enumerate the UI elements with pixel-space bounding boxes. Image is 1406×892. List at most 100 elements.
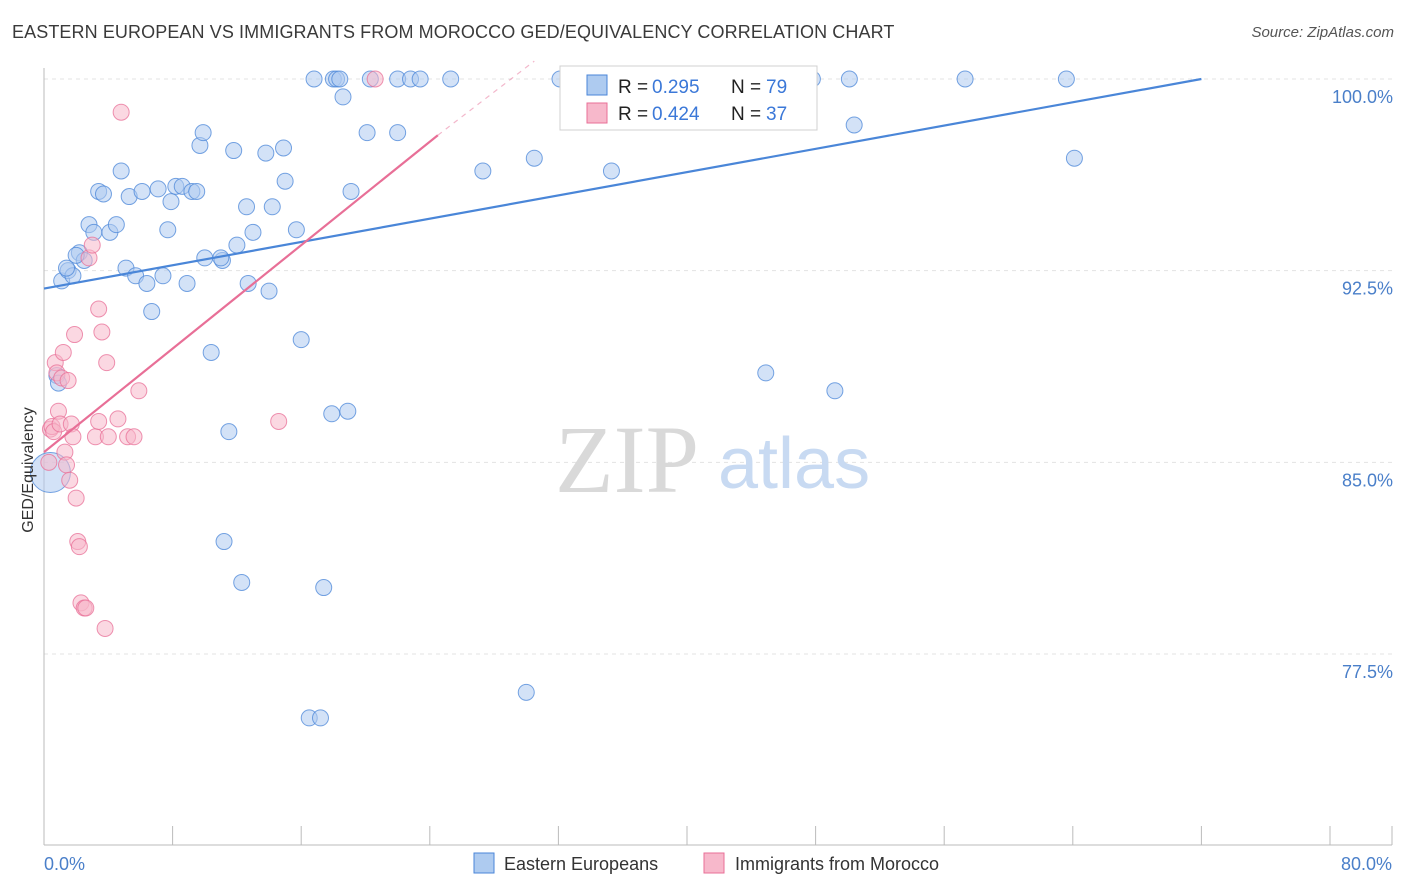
point-0-67	[358, 124, 376, 142]
point-1-24	[77, 599, 95, 617]
point-0-52	[233, 573, 251, 591]
stats-swatch-blue	[586, 74, 608, 96]
point-0-30	[112, 162, 130, 180]
trend-line-0	[43, 77, 1202, 290]
point-0-14	[956, 70, 974, 88]
legend-label-eastern-europeans[interactable]: Eastern Europeans	[504, 854, 658, 874]
chart-title: EASTERN EUROPEAN VS IMMIGRANTS FROM MORO…	[12, 22, 895, 42]
point-0-69	[474, 162, 492, 180]
legend: Eastern Europeans Immigrants from Morocc…	[473, 852, 939, 874]
point-0-34	[133, 182, 151, 200]
point-0-78	[58, 259, 76, 277]
point-1-26	[83, 236, 101, 254]
stats-swatch-pink	[586, 102, 608, 124]
stats-box: R = 0.295 N = 79 R = 0.424 N = 37	[559, 65, 818, 131]
point-0-75	[845, 116, 863, 134]
point-1-28	[90, 412, 108, 430]
y-tick-label-3: 77.5%	[1342, 662, 1393, 682]
point-0-71	[525, 149, 543, 167]
point-0-15	[1057, 70, 1075, 88]
point-1-38	[90, 300, 108, 318]
point-1-2	[40, 453, 58, 471]
source-label: Source: ZipAtlas.com	[1251, 24, 1394, 41]
stats-r-value-2: 0.424	[652, 104, 700, 125]
point-0-3	[331, 70, 349, 88]
point-1-1	[112, 103, 130, 121]
point-1-11	[54, 343, 72, 361]
x-tick-label-0: 0.0%	[44, 854, 85, 874]
watermark: ZIP atlas	[555, 406, 870, 513]
y-tick-label-1: 92.5%	[1342, 279, 1393, 299]
point-0-7	[411, 70, 429, 88]
legend-swatch-eastern-europeans[interactable]	[473, 852, 495, 874]
stats-r-value-1: 0.295	[652, 77, 700, 98]
point-0-76	[1065, 149, 1083, 167]
point-1-15	[61, 471, 79, 489]
point-0-58	[287, 221, 305, 239]
point-0-74	[826, 382, 844, 400]
stats-n-label-1: N =	[731, 77, 761, 98]
point-0-37	[149, 180, 167, 198]
point-0-45	[188, 182, 206, 200]
series-eastern-europeans	[29, 70, 1083, 727]
point-1-21	[70, 538, 88, 556]
stats-n-value-2: 37	[766, 104, 787, 125]
point-0-55	[257, 144, 275, 162]
point-0-68	[389, 124, 407, 142]
point-1-32	[99, 428, 117, 446]
point-0-59	[292, 331, 310, 349]
x-tick-label-1: 80.0%	[1341, 854, 1392, 874]
point-0-61	[311, 709, 329, 727]
gridlines	[44, 78, 1392, 655]
point-1-37	[270, 412, 288, 430]
point-1-13	[58, 456, 76, 474]
point-0-73	[757, 364, 775, 382]
point-0-51	[225, 142, 243, 160]
point-0-57	[275, 139, 293, 157]
stats-r-label-2: R =	[618, 104, 648, 125]
stats-n-value-1: 79	[766, 77, 787, 98]
point-0-50	[220, 423, 238, 441]
y-axis-title: GED/Equivalency	[20, 407, 37, 532]
point-0-72	[602, 162, 620, 180]
point-0-70	[517, 683, 535, 701]
trend-lines	[43, 60, 1202, 453]
point-0-84	[263, 198, 281, 216]
point-0-54	[239, 274, 257, 292]
point-1-33	[109, 410, 127, 428]
point-1-17	[64, 428, 82, 446]
point-0-39	[159, 221, 177, 239]
point-1-35	[125, 428, 143, 446]
point-0-29	[107, 216, 125, 234]
point-0-56	[260, 282, 278, 300]
point-0-64	[339, 402, 357, 420]
watermark-zip: ZIP	[555, 406, 699, 513]
point-0-38	[154, 267, 172, 285]
point-0-43	[178, 274, 196, 292]
point-1-19	[67, 489, 85, 507]
stats-n-label-2: N =	[731, 104, 761, 125]
point-0-63	[323, 405, 341, 423]
trend-line-dashed-1	[437, 60, 535, 136]
point-1-18	[66, 326, 84, 344]
point-0-40	[162, 193, 180, 211]
trend-line-1	[43, 134, 439, 453]
point-0-0	[305, 70, 323, 88]
point-0-62	[315, 579, 333, 597]
y-tick-label-2: 85.0%	[1342, 470, 1393, 490]
point-1-29	[93, 323, 111, 341]
point-1-0	[366, 70, 384, 88]
point-0-65	[334, 88, 352, 106]
point-0-13	[840, 70, 858, 88]
point-1-14	[59, 372, 77, 390]
point-0-27	[94, 185, 112, 203]
legend-label-immigrants-morocco[interactable]: Immigrants from Morocco	[735, 854, 939, 874]
point-0-82	[228, 236, 246, 254]
point-0-35	[138, 274, 156, 292]
point-0-66	[342, 182, 360, 200]
tick-labels: 100.0% 92.5% 85.0% 77.5% 0.0% 80.0%	[44, 87, 1393, 874]
legend-swatch-immigrants-morocco[interactable]	[703, 852, 725, 874]
point-0-36	[143, 303, 161, 321]
point-0-85	[276, 172, 294, 190]
